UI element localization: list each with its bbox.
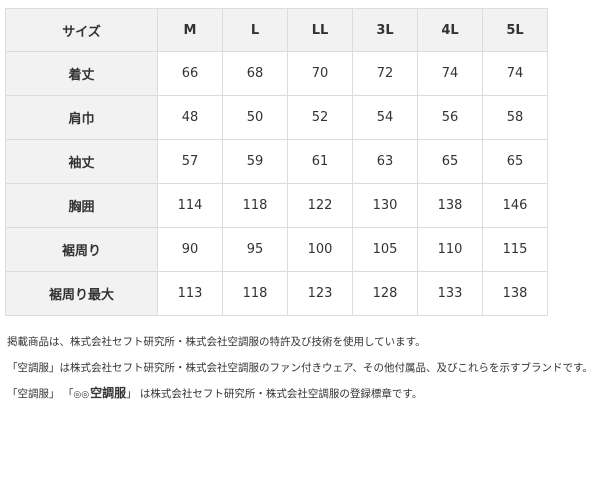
cell: 95 <box>222 227 288 272</box>
cell: 118 <box>222 271 288 316</box>
cell: 66 <box>157 51 223 96</box>
cell: 138 <box>482 271 548 316</box>
cell: 146 <box>482 183 548 228</box>
cell: 52 <box>287 95 353 140</box>
cell: 110 <box>417 227 483 272</box>
cell: 63 <box>352 139 418 184</box>
row-label: 袖丈 <box>5 139 158 184</box>
header-row: サイズ M L LL 3L 4L 5L <box>5 8 548 52</box>
cell: 65 <box>482 139 548 184</box>
note: 「空調服」は株式会社セフト研究所・株式会社空調服のファン付きウェア、その他付属品… <box>7 361 593 374</box>
header-cell: 5L <box>482 8 548 52</box>
note-text: 「空調服」 「 <box>7 388 74 400</box>
note: 掲載商品は、株式会社セフト研究所・株式会社空調服の特許及び技術を使用しています。 <box>7 336 426 348</box>
cell: 54 <box>352 95 418 140</box>
cell: 48 <box>157 95 223 140</box>
table-row: 肩巾 48 50 52 54 56 58 <box>5 95 548 140</box>
cell: 130 <box>352 183 418 228</box>
table-row: 袖丈 57 59 61 63 65 65 <box>5 139 548 184</box>
cell: 74 <box>482 51 548 96</box>
cell: 58 <box>482 95 548 140</box>
size-table: サイズ M L LL 3L 4L 5L 着丈 66 68 70 72 74 74 肩巾 48 50 52 54 56 5… <box>5 8 548 316</box>
header-cell: M <box>157 8 223 52</box>
cell: 128 <box>352 271 418 316</box>
brand-logo: 空調服 <box>73 386 126 400</box>
cell: 114 <box>157 183 223 228</box>
table-body: 着丈 66 68 70 72 74 74 肩巾 48 50 52 54 56 58 袖丈 57 59 61 63 65… <box>5 51 548 316</box>
header-cell: サイズ <box>5 8 158 52</box>
cell: 90 <box>157 227 223 272</box>
header-cell: L <box>222 8 288 52</box>
cell: 56 <box>417 95 483 140</box>
row-label: 胸囲 <box>5 183 158 228</box>
cell: 118 <box>222 183 288 228</box>
row-label: 裾周り <box>5 227 158 272</box>
table-row: 裾周り最大 113 118 123 128 133 138 <box>5 271 548 316</box>
cell: 57 <box>157 139 223 184</box>
row-label: 肩巾 <box>5 95 158 140</box>
cell: 68 <box>222 51 288 96</box>
table-row: 裾周り 90 95 100 105 110 115 <box>5 227 548 272</box>
cell: 105 <box>352 227 418 272</box>
row-label: 着丈 <box>5 51 158 96</box>
header-cell: 3L <box>352 8 418 52</box>
cell: 74 <box>417 51 483 96</box>
row-label: 裾周り最大 <box>5 271 158 316</box>
cell: 138 <box>417 183 483 228</box>
header-cell: LL <box>287 8 353 52</box>
note: 「空調服」 「空調服」 は株式会社セフト研究所・株式会社空調服の登録標章です。 <box>7 381 593 409</box>
cell: 70 <box>287 51 353 96</box>
cell: 122 <box>287 183 353 228</box>
cell: 100 <box>287 227 353 272</box>
cell: 59 <box>222 139 288 184</box>
cell: 61 <box>287 139 353 184</box>
header-cell: 4L <box>417 8 483 52</box>
cell: 72 <box>352 51 418 96</box>
table-row: 着丈 66 68 70 72 74 74 <box>5 51 548 96</box>
cell: 113 <box>157 271 223 316</box>
note-text: 」 は株式会社セフト研究所・株式会社空調服の登録標章です。 <box>126 388 423 400</box>
cell: 123 <box>287 271 353 316</box>
notes: 掲載商品は、株式会社セフト研究所・株式会社空調服の特許及び技術を使用しています。… <box>7 330 593 409</box>
cell: 115 <box>482 227 548 272</box>
table-row: 胸囲 114 118 122 130 138 146 <box>5 183 548 228</box>
cell: 133 <box>417 271 483 316</box>
cell: 50 <box>222 95 288 140</box>
cell: 65 <box>417 139 483 184</box>
